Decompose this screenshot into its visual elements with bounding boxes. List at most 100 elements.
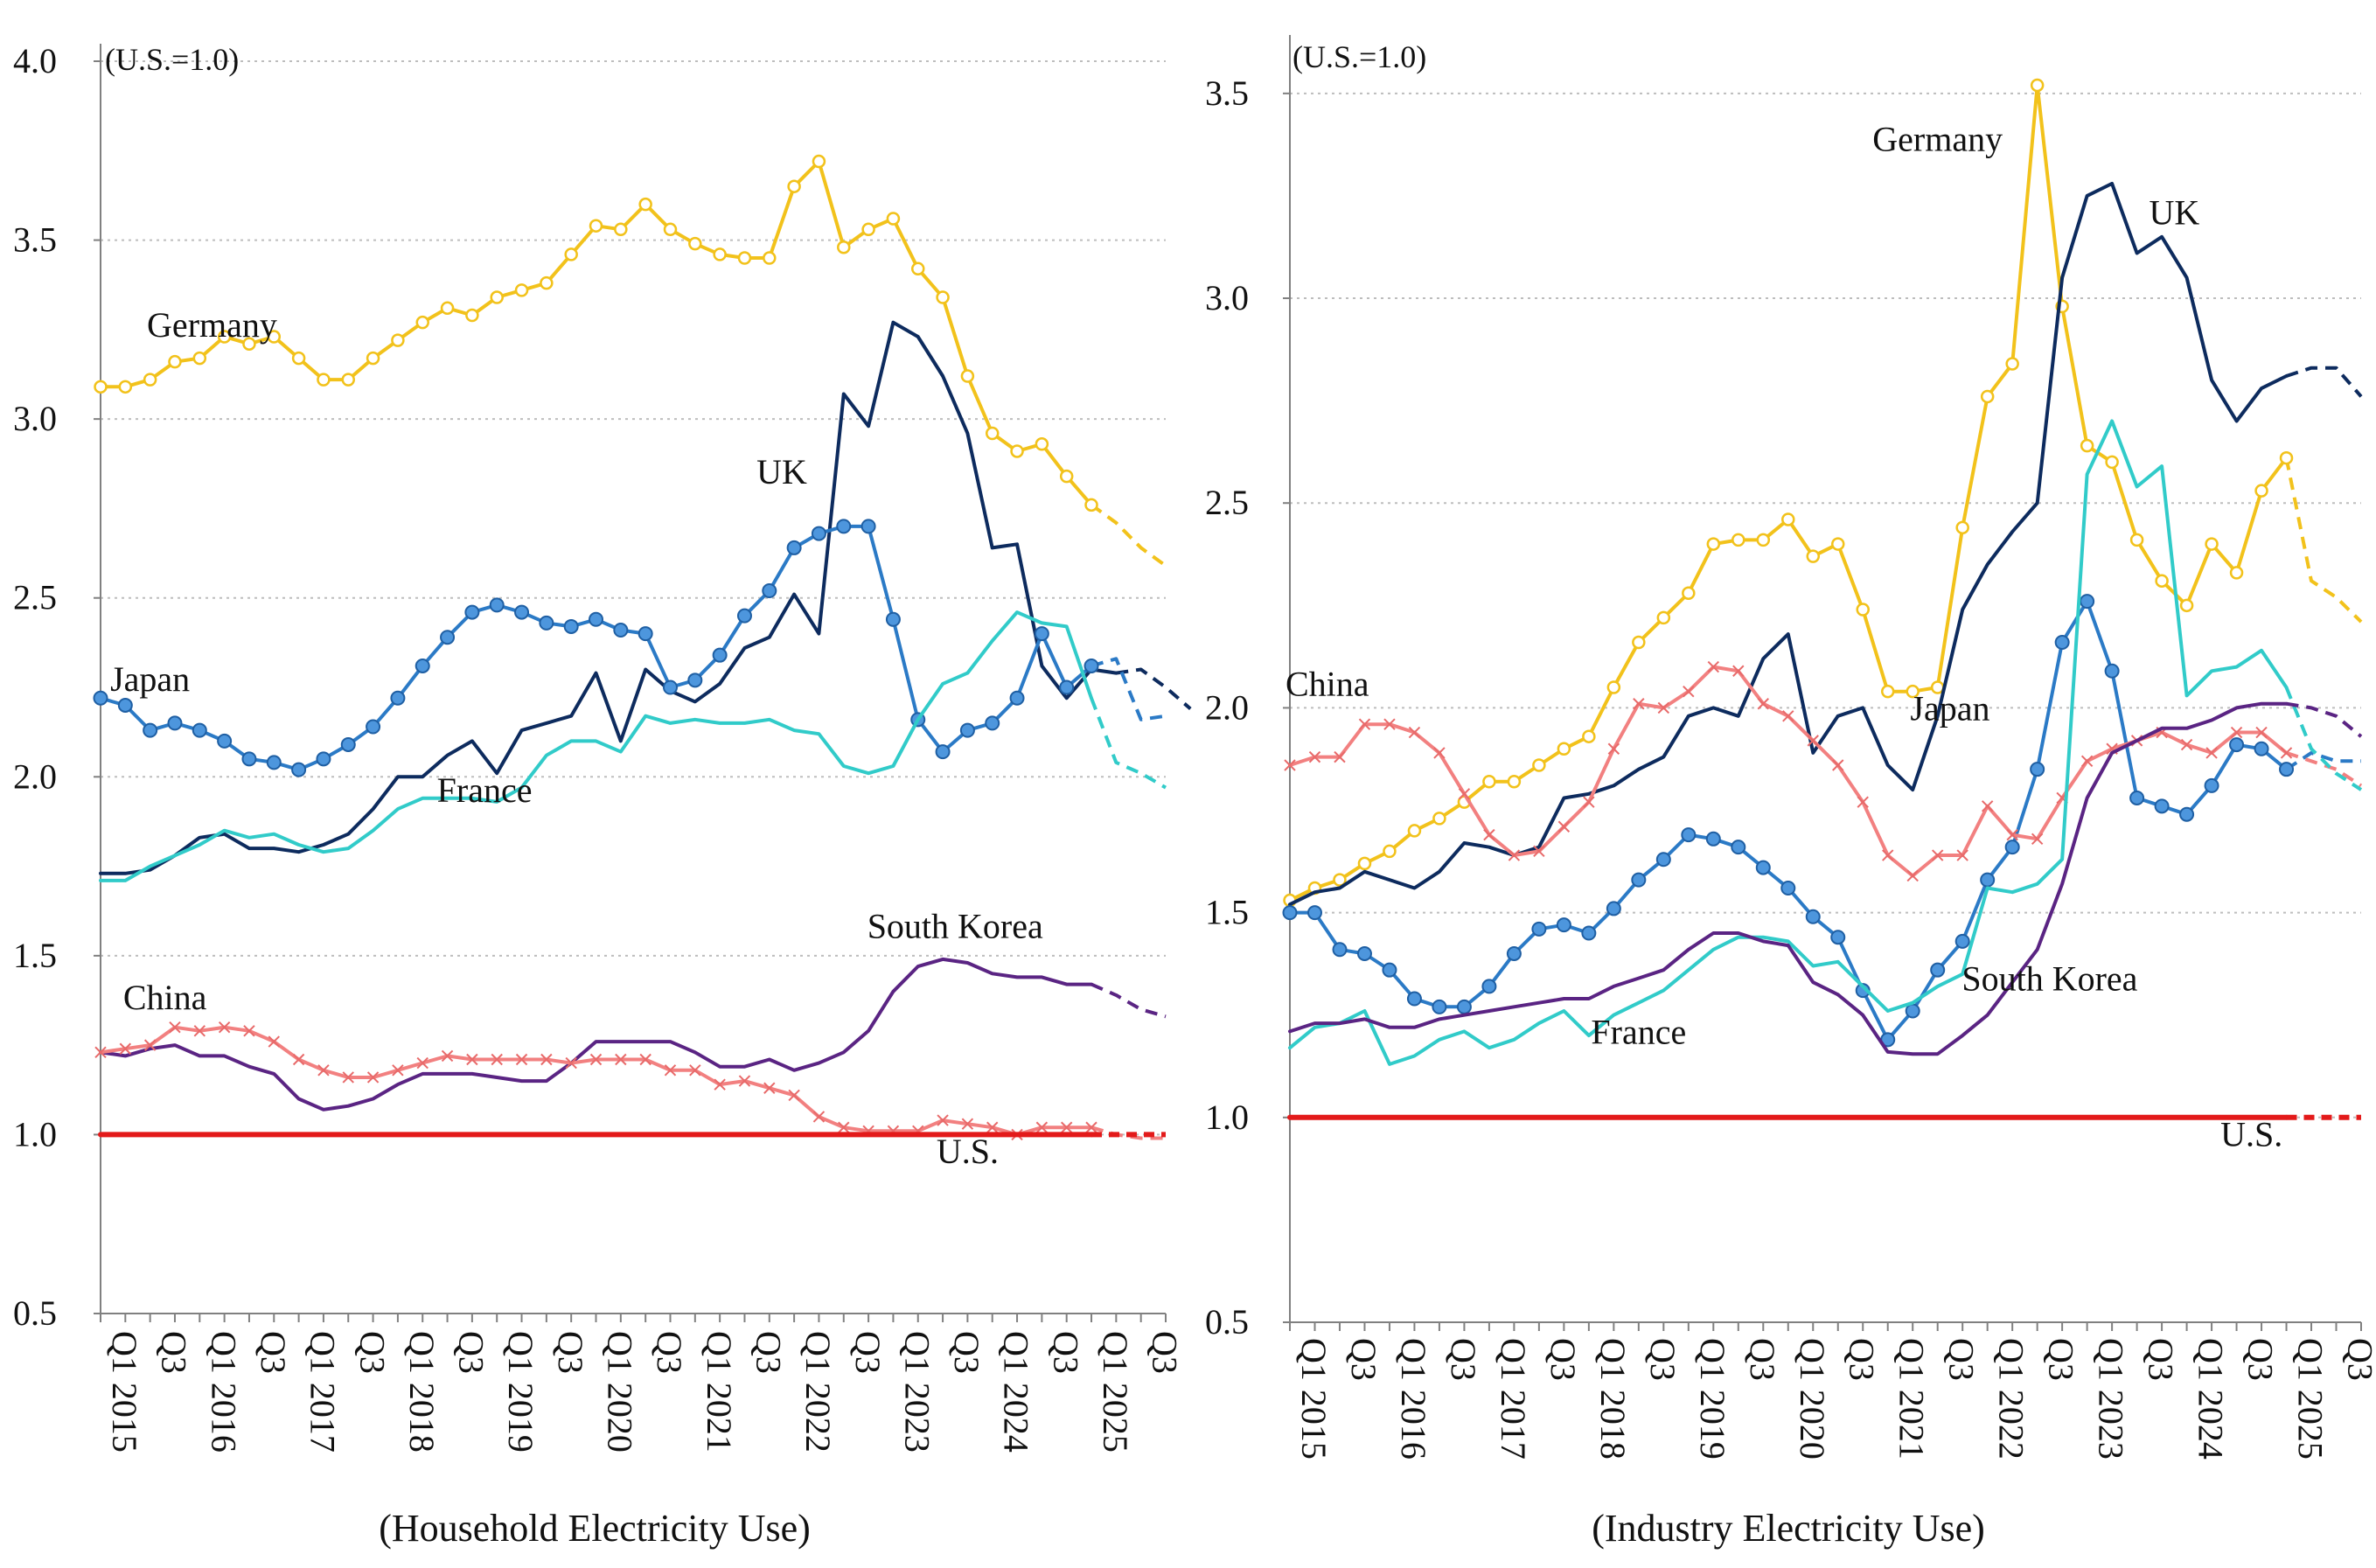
industry-germany-point [1482, 774, 1496, 789]
industry-germany-point [1955, 520, 1969, 535]
household-germany-point [861, 222, 875, 237]
industry-japan-point [2104, 663, 2120, 679]
household-japan-point [563, 618, 579, 634]
household-japan-point [266, 755, 282, 770]
industry-japan-point [1606, 901, 1621, 916]
industry-y-tick-label: 3.0 [1205, 278, 1249, 317]
household-germany-label: Germany [147, 305, 277, 345]
industry-japan-point [1332, 942, 1348, 958]
industry-china-point [1683, 685, 1695, 698]
industry-china-point [1408, 726, 1421, 739]
household-germany-point [663, 222, 678, 237]
household-china-point [937, 1114, 949, 1126]
industry-china-point [2230, 726, 2243, 739]
household-germany-point [812, 154, 826, 169]
household-germany-point [886, 212, 901, 226]
household-germany-point [960, 369, 975, 383]
industry-x-tick-label: Q1 2016 [1394, 1338, 1433, 1460]
industry-x-tick-label: Q1 2023 [2092, 1338, 2131, 1460]
industry-china-point [1657, 701, 1670, 714]
household-japan-projection-line [1090, 657, 1167, 721]
industry-south-korea-line [1288, 701, 2289, 1056]
household-china-point [342, 1071, 354, 1084]
industry-china-point [1906, 869, 1919, 882]
industry-caption: (Industry Electricity Use) [1592, 1507, 1985, 1550]
household-germany-projection-line [1090, 503, 1167, 568]
household-germany-point [440, 301, 455, 316]
industry-x-tick-label: Q3 [1444, 1338, 1483, 1381]
household-china-point [714, 1078, 726, 1091]
household-x-tick-label: Q1 2020 [601, 1331, 640, 1453]
industry-china-point [1956, 849, 1968, 861]
household-japan-point [1083, 658, 1099, 673]
household-china-point [812, 1111, 826, 1123]
household-japan-point [316, 751, 331, 767]
industry-japan-point [1506, 945, 1522, 961]
industry-germany-point [1407, 824, 1422, 838]
industry-japan-point [2080, 594, 2095, 610]
household-x-tick-label: Q1 2017 [303, 1331, 343, 1453]
industry-germany-point [1980, 389, 1995, 404]
household-germany-point [936, 290, 950, 304]
household-x-tick-label: Q1 2021 [700, 1331, 739, 1453]
household-y-tick-label: 0.5 [13, 1293, 57, 1333]
household-x-tick-label: Q1 2024 [997, 1331, 1036, 1453]
industry-x-tick-label: Q1 2017 [1494, 1338, 1533, 1460]
industry-uk-projection-line [2285, 366, 2363, 398]
household-china-point [268, 1035, 280, 1048]
household-germany-point [1010, 444, 1024, 458]
industry-china-point [1308, 750, 1321, 763]
household-germany-point [564, 247, 578, 261]
household-germany-point [366, 351, 380, 366]
household-series-china: China [94, 978, 1166, 1141]
household-germany-point [94, 380, 108, 394]
industry-germany-line [1288, 83, 2289, 902]
industry-japan-point [1830, 930, 1846, 945]
industry-japan-projection-line [2285, 750, 2361, 771]
household-japan-point [959, 722, 975, 738]
household-x-tick-label: Q3 [749, 1331, 788, 1374]
industry-china-point [2031, 833, 2044, 846]
household-series-france: France [99, 610, 1167, 882]
industry-japan-point [2179, 806, 2195, 822]
household-japan-point [117, 697, 133, 713]
household-uk-projection-line [1116, 667, 1192, 711]
industry-x-tick-label: Q1 2022 [1992, 1338, 2031, 1460]
household-japan-line [99, 524, 1093, 772]
household-china-point [491, 1053, 503, 1066]
industry-china-line [1288, 665, 2289, 878]
household-china-point [366, 1071, 380, 1084]
industry-japan-point [2279, 762, 2295, 777]
industry-japan-point [1731, 840, 1746, 855]
household-china-point [689, 1064, 701, 1077]
household-france-projection-line [1090, 697, 1167, 790]
household-japan-point [786, 540, 802, 555]
household-germany-point [614, 222, 628, 237]
industry-japan-label: Japan [1910, 688, 1989, 728]
industry-x-tick-label: Q3 [1643, 1338, 1683, 1381]
industry-y-tick-label: 2.5 [1205, 483, 1249, 522]
household-germany-point [242, 337, 256, 351]
industry-china-point [1483, 828, 1495, 841]
household-china-point [565, 1056, 577, 1070]
industry-china-point [1857, 796, 1869, 808]
industry-series-u-s: U.S. [1287, 1115, 2361, 1154]
industry-germany-point [1357, 856, 1372, 871]
household-china-point [589, 1053, 603, 1066]
industry-germany-point [1532, 758, 1546, 772]
industry-japan-point [1282, 905, 1298, 921]
industry-japan-point [1905, 1003, 1920, 1019]
industry-germany-label: Germany [1872, 119, 2003, 158]
household-series-germany: Germany [94, 154, 1167, 568]
household-series-japan: Japan [93, 519, 1167, 777]
industry-china-point [1633, 698, 1645, 710]
industry-series-uk: UK [1288, 181, 2363, 907]
household-germany-point [1035, 437, 1049, 451]
household-x-tick-label: Q3 [848, 1331, 888, 1374]
industry-germany-point [1731, 533, 1745, 547]
household-china-point [317, 1064, 330, 1077]
household-uk-label: UK [756, 452, 807, 491]
industry-japan-point [2154, 798, 2170, 814]
industry-germany-point [1906, 684, 1920, 699]
industry-x-tick-label: Q3 [2142, 1338, 2181, 1381]
